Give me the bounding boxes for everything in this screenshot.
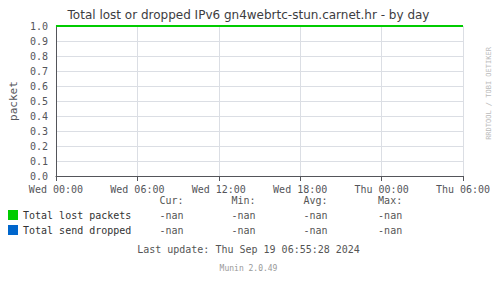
svg-text:Wed 18:00: Wed 18:00: [273, 184, 327, 195]
svg-text:Total lost packets: Total lost packets: [23, 210, 131, 221]
svg-text:Wed 00:00: Wed 00:00: [29, 184, 83, 195]
svg-text:-nan: -nan: [304, 225, 328, 236]
svg-text:-nan: -nan: [304, 210, 328, 221]
svg-text:Last update: Thu Sep 19 06:55:: Last update: Thu Sep 19 06:55:28 2024: [137, 244, 360, 255]
svg-text:0.4: 0.4: [30, 111, 48, 122]
svg-text:0.8: 0.8: [30, 51, 48, 62]
svg-text:-nan: -nan: [231, 225, 255, 236]
svg-text:Wed 12:00: Wed 12:00: [192, 184, 246, 195]
svg-text:-nan: -nan: [159, 225, 183, 236]
svg-text:0.9: 0.9: [30, 36, 48, 47]
svg-text:Min:: Min:: [231, 195, 255, 206]
svg-text:0.3: 0.3: [30, 126, 48, 137]
svg-text:0.6: 0.6: [30, 81, 48, 92]
svg-text:-nan: -nan: [231, 210, 255, 221]
svg-text:0.1: 0.1: [30, 156, 48, 167]
svg-text:packet: packet: [7, 81, 20, 121]
svg-text:0.5: 0.5: [30, 96, 48, 107]
svg-text:Cur:: Cur:: [159, 195, 183, 206]
svg-text:-nan: -nan: [378, 210, 402, 221]
svg-text:Wed 06:00: Wed 06:00: [110, 184, 164, 195]
svg-text:-nan: -nan: [159, 210, 183, 221]
svg-text:Avg:: Avg:: [304, 195, 328, 206]
svg-text:Thu 06:00: Thu 06:00: [436, 184, 490, 195]
svg-text:RRDTOOL / TOBI OETIKER: RRDTOOL / TOBI OETIKER: [485, 46, 493, 140]
svg-text:0.7: 0.7: [30, 66, 48, 77]
svg-text:Max:: Max:: [378, 195, 402, 206]
svg-text:0.0: 0.0: [30, 171, 48, 182]
svg-text:-nan: -nan: [378, 225, 402, 236]
svg-text:Total lost or dropped IPv6 gn4: Total lost or dropped IPv6 gn4webrtc-stu…: [67, 8, 430, 22]
svg-text:Total send dropped: Total send dropped: [23, 225, 131, 236]
svg-text:0.2: 0.2: [30, 141, 48, 152]
svg-text:Thu 00:00: Thu 00:00: [354, 184, 408, 195]
svg-text:1.0: 1.0: [30, 21, 48, 32]
svg-text:Munin 2.0.49: Munin 2.0.49: [220, 264, 278, 273]
